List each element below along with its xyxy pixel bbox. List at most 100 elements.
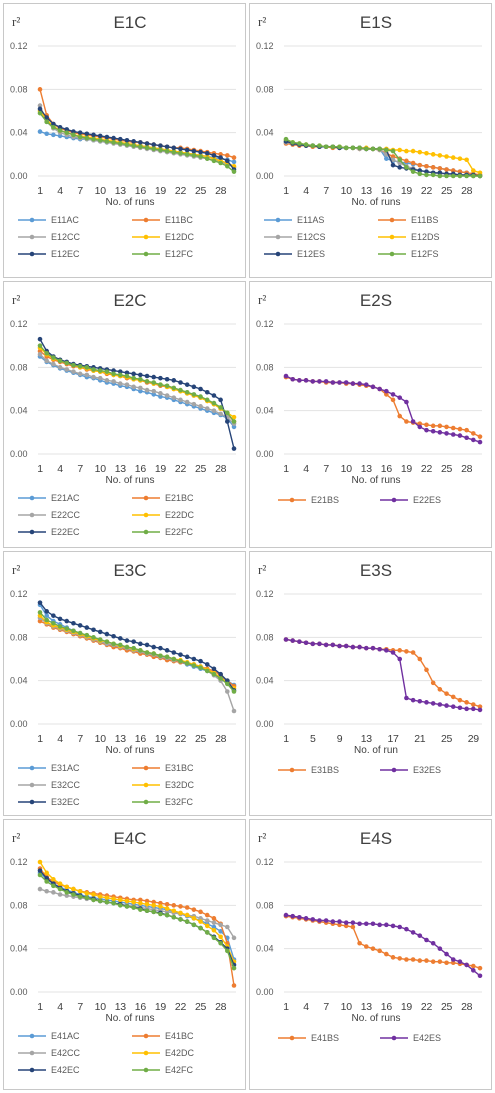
x-tick-label: 19 [401, 463, 413, 475]
data-point [330, 380, 336, 385]
data-point [198, 925, 203, 931]
y-tick-label: 0.04 [256, 944, 274, 954]
data-point [44, 350, 49, 356]
data-point [111, 140, 116, 145]
data-point [178, 652, 183, 657]
data-point [84, 372, 90, 378]
data-point [131, 143, 136, 148]
data-point [477, 170, 483, 176]
legend-item-e41bc: E41BC [132, 1031, 194, 1041]
data-point [191, 392, 197, 397]
legend-swatch-marker [29, 217, 35, 223]
data-point [77, 134, 83, 140]
data-point [323, 642, 329, 648]
data-point [184, 152, 190, 157]
data-point [198, 665, 203, 670]
data-point [303, 916, 309, 921]
legend-item-e41ac: E41AC [18, 1031, 80, 1041]
data-point [290, 376, 295, 382]
x-tick-label: 4 [303, 1001, 309, 1013]
legend-swatch-marker [143, 782, 149, 788]
data-point [84, 625, 90, 630]
data-point [218, 155, 223, 160]
data-point [225, 924, 230, 930]
data-point [390, 392, 396, 397]
data-point [323, 379, 329, 384]
series-line-e32ec [39, 602, 235, 691]
data-point [44, 870, 49, 876]
data-point [231, 169, 237, 174]
data-point [184, 654, 190, 660]
data-point [158, 904, 163, 909]
legend-item-e42fc: E42FC [132, 1065, 194, 1075]
data-point [225, 678, 230, 683]
data-point [184, 912, 190, 918]
data-point [151, 899, 157, 905]
data-point [404, 399, 409, 405]
legend-label: E31BC [165, 763, 194, 773]
x-tick-label: 5 [310, 733, 316, 745]
legend-swatch-marker [143, 495, 149, 501]
data-point [457, 433, 463, 438]
data-point [191, 916, 197, 921]
x-tick-label: 7 [323, 1001, 329, 1013]
y-tick-label: 0.12 [256, 319, 274, 329]
y-tick-label: 0.00 [256, 719, 274, 729]
data-point [91, 897, 96, 903]
data-point [138, 372, 143, 378]
data-point [44, 115, 49, 120]
data-point [477, 965, 483, 971]
data-point [303, 142, 309, 147]
series-line-e21bs [285, 376, 481, 438]
data-point [377, 646, 382, 652]
data-point [44, 609, 49, 614]
data-point [410, 160, 416, 166]
data-point [450, 694, 456, 700]
data-point [171, 378, 177, 383]
x-tick-label: 19 [155, 463, 167, 475]
data-point [471, 168, 476, 173]
data-point [104, 631, 110, 637]
data-point [158, 382, 163, 387]
data-point [131, 899, 136, 905]
x-tick-label: 1 [283, 733, 289, 745]
x-tick-label: 13 [115, 463, 127, 475]
data-point [471, 963, 476, 969]
data-point [317, 143, 322, 148]
data-point [218, 929, 223, 934]
data-point [211, 153, 217, 158]
legend-swatch-marker [29, 1033, 35, 1039]
data-point [424, 667, 429, 673]
data-point [464, 427, 469, 433]
data-point [211, 924, 217, 930]
data-point [417, 933, 423, 938]
data-point [57, 616, 63, 622]
data-point [124, 137, 130, 143]
data-point [77, 623, 83, 628]
data-point [410, 930, 416, 935]
data-point [184, 389, 190, 395]
data-point [404, 419, 409, 424]
data-point [457, 169, 463, 174]
data-point [330, 919, 336, 924]
x-tick-label: 4 [57, 733, 63, 745]
chart-svg: E3S r² 0.12 0.08 0.04 0.00 1 5 9 13 17 21 25 29 No. of… [256, 561, 483, 775]
data-point [464, 435, 469, 441]
data-point [437, 170, 443, 176]
data-point [151, 651, 157, 656]
data-point [178, 910, 183, 916]
x-tick-label: 22 [421, 1001, 433, 1013]
data-point [64, 367, 70, 372]
chart-panel-e2c: E2C r² 0.12 0.08 0.04 0.00 1 4 7 10 13 16 19 22 25 28 No… [3, 281, 246, 548]
data-point [350, 145, 356, 151]
data-point [37, 103, 43, 108]
data-point [191, 656, 197, 662]
data-point [410, 148, 416, 154]
data-point [37, 129, 43, 134]
x-tick-label: 28 [461, 1001, 473, 1013]
series-line-e31ac [39, 604, 235, 686]
y-tick-label: 0.00 [256, 987, 274, 997]
legend-item-e12ds: E12DS [378, 232, 440, 242]
legend-label: E31AC [51, 763, 80, 773]
chart-svg: E2S r² 0.12 0.08 0.04 0.00 1 4 7 10 13 16 19 22 25 28 No… [256, 291, 483, 505]
